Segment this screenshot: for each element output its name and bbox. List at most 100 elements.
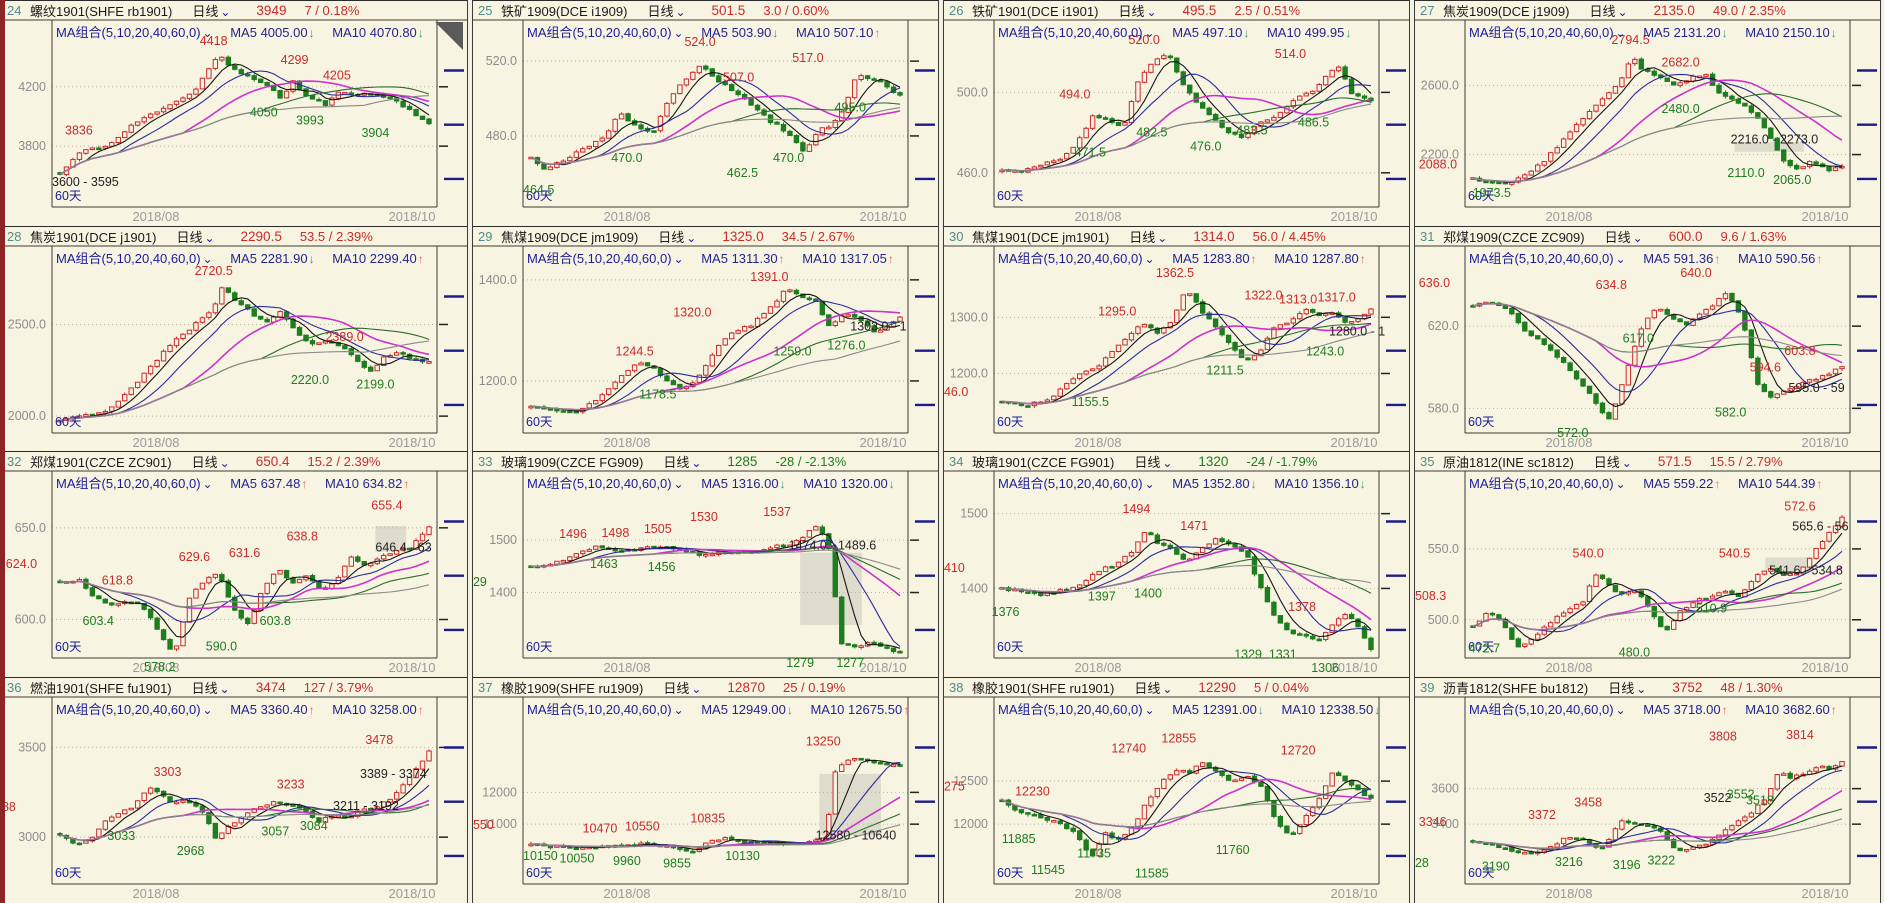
ma-legend[interactable]: MA组合(5,10,20,40,60,0) ⌄ MA5 497.10↓ MA10 … [998,22,1351,41]
svg-text:580.0: 580.0 [1428,401,1459,415]
period-label: 日线 [663,455,690,470]
ma-legend[interactable]: MA组合(5,10,20,40,60,0) ⌄ MA5 3718.00↑ MA10… [1469,699,1837,718]
ma5-trend-arrow-icon: ↑ [1721,703,1728,717]
svg-text:1463: 1463 [590,557,618,571]
period-selector[interactable]: 日线 ⌄ [1594,452,1632,471]
svg-text:3084: 3084 [300,819,328,833]
last-price: 2290.5 [240,229,282,244]
svg-text:2018/08: 2018/08 [1074,209,1121,224]
ma-legend[interactable]: MA组合(5,10,20,40,60,0) ⌄ MA5 1283.80↑ MA10… [998,248,1366,267]
ma10-label: MA10 [1737,476,1772,491]
candlestick-chart[interactable]: 2600.0 2200.0 2018/08 2018/10 60天 2088.0 2794.… [1413,1,1884,226]
last-price: 600.0 [1668,229,1703,244]
chart-index: 26 [949,3,964,18]
chart-header: 37 橡胶1909(SHFE ru1909) 日线 ⌄ 12870 25 / 0.… [471,678,942,697]
svg-text:1329: 1329 [1234,648,1262,662]
ma10-trend-arrow-icon: ↑ [1816,477,1823,491]
period-selector[interactable]: 日线 ⌄ [192,452,230,471]
candlestick-chart[interactable]: 500.0 460.0 2018/08 2018/10 60天 494.0 520.0 514… [942,1,1413,226]
period-selector[interactable]: 日线 ⌄ [1134,678,1172,697]
chart-header: 32 郑煤1901(CZCE ZC901) 日线 ⌄ 650.4 15.2 / 2… [0,452,471,471]
ma10-value: 507.10 [833,25,874,40]
candlestick-chart[interactable]: 620.0 580.0 2018/08 2018/10 60天 636.0 634.8 640… [1413,227,1884,451]
candlestick-chart[interactable]: 4200 3800 2018/08 2018/10 60天 3836 4418 4299 420… [0,1,471,226]
period-selector[interactable]: 日线 ⌄ [658,227,696,246]
period-selector[interactable]: 日线 ⌄ [1589,1,1627,20]
chart-header: 39 沥青1812(SHFE bu1812) 日线 ⌄ 3752 48 / 1.3… [1413,678,1884,697]
svg-text:60天: 60天 [55,866,82,880]
period-selector[interactable]: 日线 ⌄ [1134,452,1172,471]
period-selector[interactable]: 日线 ⌄ [663,452,701,471]
svg-text:572.0: 572.0 [1557,426,1588,440]
ma-legend[interactable]: MA组合(5,10,20,40,60,0) ⌄ MA5 591.36↑ MA10 … [1469,248,1822,267]
ma-legend[interactable]: MA组合(5,10,20,40,60,0) ⌄ MA5 637.48↑ MA10 … [56,473,409,492]
candlestick-chart[interactable]: 1500 1400 2018/08 2018/10 60天 410 1494 1471 1378… [942,452,1413,677]
chart-index: 29 [478,229,493,244]
ma-legend[interactable]: MA组合(5,10,20,40,60,0) ⌄ MA5 1352.80↓ MA10… [998,473,1366,492]
svg-text:624.0: 624.0 [6,557,37,571]
ma-legend[interactable]: MA组合(5,10,20,40,60,0) ⌄ MA5 4005.00↓ MA10… [56,22,424,41]
ma10-label: MA10 [1274,476,1309,491]
ma-group-label: MA组合(5,10,20,40,60,0) [56,25,201,40]
period-selector[interactable]: 日线 ⌄ [192,1,230,20]
candlestick-chart[interactable]: 1500 1400 2018/08 2018/10 60天 1496 1498 1505 153… [471,452,942,677]
ma-legend[interactable]: MA组合(5,10,20,40,60,0) ⌄ MA5 2131.20↓ MA10… [1469,22,1837,41]
ma5-value: 12391.00 [1202,702,1257,717]
candlestick-chart[interactable]: 650.0 600.0 2018/08 2018/10 60天 624.0 618.8 629… [0,452,471,677]
period-selector[interactable]: 日线 ⌄ [1118,1,1156,20]
contract-name: 焦煤1909(DCE jm1909) [501,230,639,245]
svg-text:11585: 11585 [1135,866,1169,880]
candlestick-chart[interactable]: 1400.0 1200.0 2018/08 2018/10 60天 1244.5 1320.… [471,227,942,451]
candlestick-chart[interactable]: 2500.0 2000.0 2018/08 2018/10 60天 2720.5 2389.… [0,227,471,451]
ma5-value: 1352.80 [1202,476,1250,491]
svg-text:60天: 60天 [526,415,553,429]
period-selector[interactable]: 日线 ⌄ [176,227,214,246]
candlestick-chart[interactable]: 3500 3000 2018/08 2018/10 60天 88 3303 3233 3478 3… [0,678,471,903]
svg-text:60天: 60天 [1468,640,1495,654]
candlestick-chart[interactable]: 12000 11000 2018/08 2018/10 60天 550 10470 10550… [471,678,942,903]
svg-text:2018/08: 2018/08 [603,209,650,224]
ma-legend[interactable]: MA组合(5,10,20,40,60,0) ⌄ MA5 3360.40↑ MA10… [56,699,424,718]
svg-text:640.0: 640.0 [1680,266,1711,280]
contract-name: 玻璃1901(CZCE FG901) [972,455,1115,470]
period-selector[interactable]: 日线 ⌄ [1129,227,1167,246]
candlestick-chart[interactable]: 1300.0 1200.0 2018/08 2018/10 60天 46.0 1295.0 1… [942,227,1413,451]
candlestick-chart[interactable]: 12500 12000 2018/08 2018/10 60天 275 12230 12740… [942,678,1413,903]
ma-legend[interactable]: MA组合(5,10,20,40,60,0) ⌄ MA5 559.22↑ MA10 … [1469,473,1822,492]
chart-index: 30 [949,229,964,244]
svg-text:520.0: 520.0 [486,54,517,68]
price-change: -28 / -2.13% [775,454,847,469]
ma-legend[interactable]: MA组合(5,10,20,40,60,0) ⌄ MA5 1316.00↓ MA10… [527,473,895,492]
svg-text:2480.0: 2480.0 [1661,102,1699,116]
ma-legend[interactable]: MA组合(5,10,20,40,60,0) ⌄ MA5 2281.90↓ MA10… [56,248,424,267]
period-selector[interactable]: 日线 ⌄ [647,1,685,20]
candlestick-chart[interactable]: 520.0 480.0 2018/08 2018/10 60天 524.0 507.0 517… [471,1,942,226]
svg-text:2018/10: 2018/10 [1330,209,1377,224]
candlestick-chart[interactable]: 550.0 500.0 2018/08 2018/10 60天 508.3 540.0 540… [1413,452,1884,677]
svg-text:1530: 1530 [690,510,718,524]
ma5-label: MA5 [701,702,728,717]
ma5-trend-arrow-icon: ↓ [308,252,315,266]
period-selector[interactable]: 日线 ⌄ [663,678,701,697]
svg-text:1155.5: 1155.5 [1072,395,1109,409]
ma-group-label: MA组合(5,10,20,40,60,0) [527,476,672,491]
ma-legend[interactable]: MA组合(5,10,20,40,60,0) ⌄ MA5 503.90↓ MA10 … [527,22,880,41]
svg-text:1496: 1496 [559,527,587,541]
period-selector[interactable]: 日线 ⌄ [1608,678,1646,697]
svg-text:1280.0 - 1: 1280.0 - 1 [1329,324,1385,338]
contract-name: 燃油1901(SHFE fu1901) [30,681,172,696]
ma-legend[interactable]: MA组合(5,10,20,40,60,0) ⌄ MA5 1311.30↑ MA10… [527,248,894,267]
svg-text:480.0: 480.0 [1619,646,1650,660]
chevron-down-icon: ⌄ [1617,5,1628,19]
period-selector[interactable]: 日线 ⌄ [192,678,230,697]
chart-panel: 29 焦煤1909(DCE jm1909) 日线 ⌄ 1325.0 34.5 / … [471,226,942,451]
period-selector[interactable]: 日线 ⌄ [1605,227,1643,246]
last-price: 1285 [727,454,758,469]
svg-text:540.0: 540.0 [1573,546,1604,560]
svg-text:620.0: 620.0 [1428,319,1459,333]
svg-text:2200.0: 2200.0 [1421,148,1459,162]
candlestick-chart[interactable]: 3600 3400 2018/08 2018/10 60天 3346 3372 3458 380… [1413,678,1884,903]
svg-text:1973.5: 1973.5 [1473,186,1511,200]
ma-legend[interactable]: MA组合(5,10,20,40,60,0) ⌄ MA5 12391.00↓ MA1… [998,699,1380,718]
ma-legend[interactable]: MA组合(5,10,20,40,60,0) ⌄ MA5 12949.00↓ MA1… [527,699,909,718]
